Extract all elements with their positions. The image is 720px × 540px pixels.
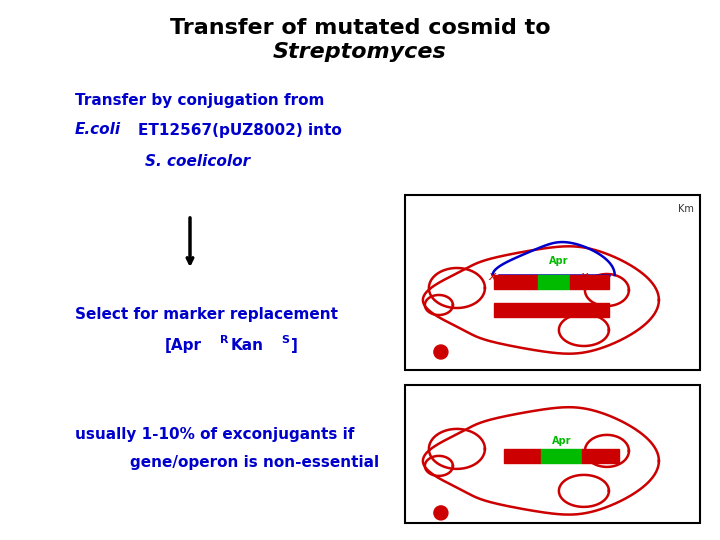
Circle shape — [434, 345, 448, 359]
Circle shape — [434, 506, 448, 520]
Text: Transfer by conjugation from: Transfer by conjugation from — [75, 92, 325, 107]
Text: Apr: Apr — [552, 436, 571, 446]
Bar — [494, 275, 538, 289]
Bar — [405, 385, 700, 523]
Text: E.coli: E.coli — [75, 123, 121, 138]
Bar — [494, 303, 609, 317]
Bar — [541, 449, 582, 463]
Text: R: R — [220, 335, 228, 345]
Text: Select for marker replacement: Select for marker replacement — [75, 307, 338, 322]
Text: Km: Km — [678, 204, 694, 214]
Bar — [538, 275, 570, 289]
Bar — [582, 449, 619, 463]
Text: Apr: Apr — [549, 256, 569, 266]
Text: Streptomyces: Streptomyces — [273, 42, 447, 62]
Text: [Apr: [Apr — [165, 338, 202, 353]
Bar — [504, 449, 541, 463]
Bar — [405, 195, 700, 370]
Text: S. coelicolor: S. coelicolor — [145, 154, 250, 170]
Bar — [570, 275, 609, 289]
Text: ET12567(pUZ8002) into: ET12567(pUZ8002) into — [138, 123, 342, 138]
Text: gene/operon is non-essential: gene/operon is non-essential — [130, 455, 379, 469]
Text: Kan: Kan — [231, 338, 264, 353]
Text: x: x — [580, 269, 588, 282]
Text: ]: ] — [291, 338, 298, 353]
Text: usually 1-10% of exconjugants if: usually 1-10% of exconjugants if — [75, 428, 354, 442]
Text: Transfer of mutated cosmid to: Transfer of mutated cosmid to — [170, 18, 550, 38]
Text: S: S — [281, 335, 289, 345]
Text: x: x — [488, 269, 495, 282]
